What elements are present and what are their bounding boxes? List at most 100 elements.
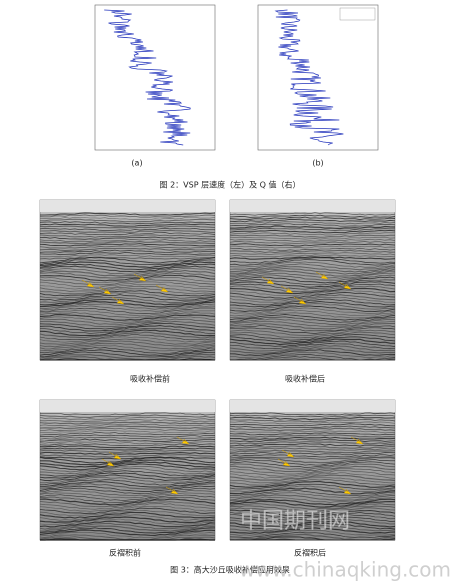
reflector <box>229 498 396 506</box>
reflector <box>39 492 216 499</box>
seismic-header <box>230 400 395 412</box>
reflector <box>229 276 396 284</box>
reflector <box>39 274 216 282</box>
reflector <box>229 234 395 238</box>
reflector <box>39 285 215 292</box>
reflector <box>39 297 216 304</box>
reflector <box>229 481 396 488</box>
reflector <box>39 259 216 266</box>
q-curve <box>274 9 344 146</box>
reflector <box>39 430 215 434</box>
reflector <box>39 461 216 469</box>
reflector <box>229 425 396 429</box>
reflector <box>230 303 396 310</box>
reflector <box>39 245 216 249</box>
reflector <box>229 214 396 218</box>
reflector <box>229 212 396 216</box>
arrow <box>277 458 291 467</box>
reflector <box>229 459 396 466</box>
label-b: (b) <box>312 159 323 168</box>
reflector <box>229 503 396 510</box>
reflector <box>39 327 216 334</box>
reflector <box>39 476 216 484</box>
reflector <box>229 232 396 236</box>
reflector <box>39 451 216 456</box>
reflector <box>39 294 216 301</box>
reflector <box>39 349 216 356</box>
reflector <box>229 483 396 490</box>
reflector <box>39 265 216 273</box>
reflector <box>39 506 215 512</box>
reflector <box>39 470 216 477</box>
arrow <box>98 286 112 295</box>
reflector <box>229 301 396 308</box>
reflector <box>39 494 216 501</box>
reflector <box>39 449 216 454</box>
seismic-header <box>40 200 215 212</box>
reflector <box>229 485 396 492</box>
panel-label: 吸收补偿前 <box>130 374 170 384</box>
reflector <box>39 234 216 238</box>
reflector <box>229 441 396 445</box>
reflector <box>39 416 216 421</box>
reflector <box>39 267 216 275</box>
reflector <box>39 423 216 427</box>
reflector <box>229 297 396 303</box>
reflector <box>229 263 396 271</box>
arrow <box>101 458 115 467</box>
panel-label: 反褶积后 <box>294 548 326 558</box>
reflector <box>39 518 216 526</box>
reflector <box>39 514 216 521</box>
reflector <box>229 247 396 251</box>
reflector <box>229 257 396 264</box>
reflector <box>229 340 396 347</box>
reflector <box>39 249 215 253</box>
reflector <box>229 325 396 332</box>
reflector <box>229 525 396 532</box>
watermark-url: www.chinaqking.com <box>239 558 451 581</box>
reflector <box>229 418 396 423</box>
reflector <box>39 489 216 497</box>
chart-a-frame <box>94 4 216 151</box>
reflector <box>39 263 216 271</box>
reflector <box>229 229 396 234</box>
reflector <box>229 432 396 436</box>
reflector <box>39 479 216 486</box>
reflector <box>229 449 396 454</box>
reflector <box>229 281 396 288</box>
reflector <box>229 252 396 256</box>
reflector <box>39 300 216 308</box>
reflector <box>229 487 396 495</box>
reflector <box>229 454 396 458</box>
reflector <box>39 525 216 532</box>
reflector <box>39 432 216 436</box>
reflector <box>39 456 216 460</box>
reflector <box>229 221 396 225</box>
reflector <box>39 307 216 315</box>
reflector <box>229 270 396 277</box>
reflector <box>229 500 396 508</box>
arrow <box>280 285 294 294</box>
reflector <box>39 236 216 240</box>
reflector <box>39 445 216 449</box>
reflector <box>229 265 396 273</box>
reflector <box>39 281 216 288</box>
reflector <box>229 298 396 306</box>
reflector <box>229 436 396 440</box>
reflector <box>229 468 396 475</box>
reflector <box>39 503 216 510</box>
reflector <box>39 311 216 319</box>
reflector <box>39 261 216 269</box>
reflector <box>229 316 396 323</box>
arrow <box>108 451 122 460</box>
reflector <box>229 291 396 299</box>
reflector <box>39 443 216 447</box>
seismic-header <box>40 400 215 412</box>
reflector <box>229 283 396 290</box>
reflector <box>39 531 216 539</box>
reflector <box>39 522 216 530</box>
reflector <box>229 514 396 521</box>
arrow <box>261 276 275 285</box>
reflector <box>39 487 216 495</box>
